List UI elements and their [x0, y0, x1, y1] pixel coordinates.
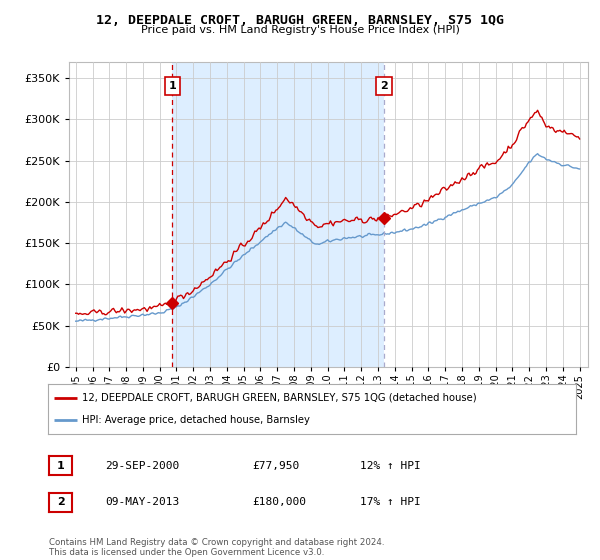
Text: 1: 1 — [169, 81, 176, 91]
Text: 12% ↑ HPI: 12% ↑ HPI — [360, 461, 421, 471]
Text: 17% ↑ HPI: 17% ↑ HPI — [360, 497, 421, 507]
Text: 2: 2 — [57, 497, 64, 507]
Text: 29-SEP-2000: 29-SEP-2000 — [105, 461, 179, 471]
Text: 1: 1 — [57, 461, 64, 471]
Text: 09-MAY-2013: 09-MAY-2013 — [105, 497, 179, 507]
Text: £77,950: £77,950 — [252, 461, 299, 471]
Bar — [172, 62, 384, 367]
Text: Price paid vs. HM Land Registry's House Price Index (HPI): Price paid vs. HM Land Registry's House … — [140, 25, 460, 35]
Text: Contains HM Land Registry data © Crown copyright and database right 2024.
This d: Contains HM Land Registry data © Crown c… — [49, 538, 385, 557]
Text: HPI: Average price, detached house, Barnsley: HPI: Average price, detached house, Barn… — [82, 415, 310, 425]
Text: £180,000: £180,000 — [252, 497, 306, 507]
Text: 2: 2 — [380, 81, 388, 91]
Text: 12, DEEPDALE CROFT, BARUGH GREEN, BARNSLEY, S75 1QG (detached house): 12, DEEPDALE CROFT, BARUGH GREEN, BARNSL… — [82, 393, 477, 403]
Text: 12, DEEPDALE CROFT, BARUGH GREEN, BARNSLEY, S75 1QG: 12, DEEPDALE CROFT, BARUGH GREEN, BARNSL… — [96, 14, 504, 27]
